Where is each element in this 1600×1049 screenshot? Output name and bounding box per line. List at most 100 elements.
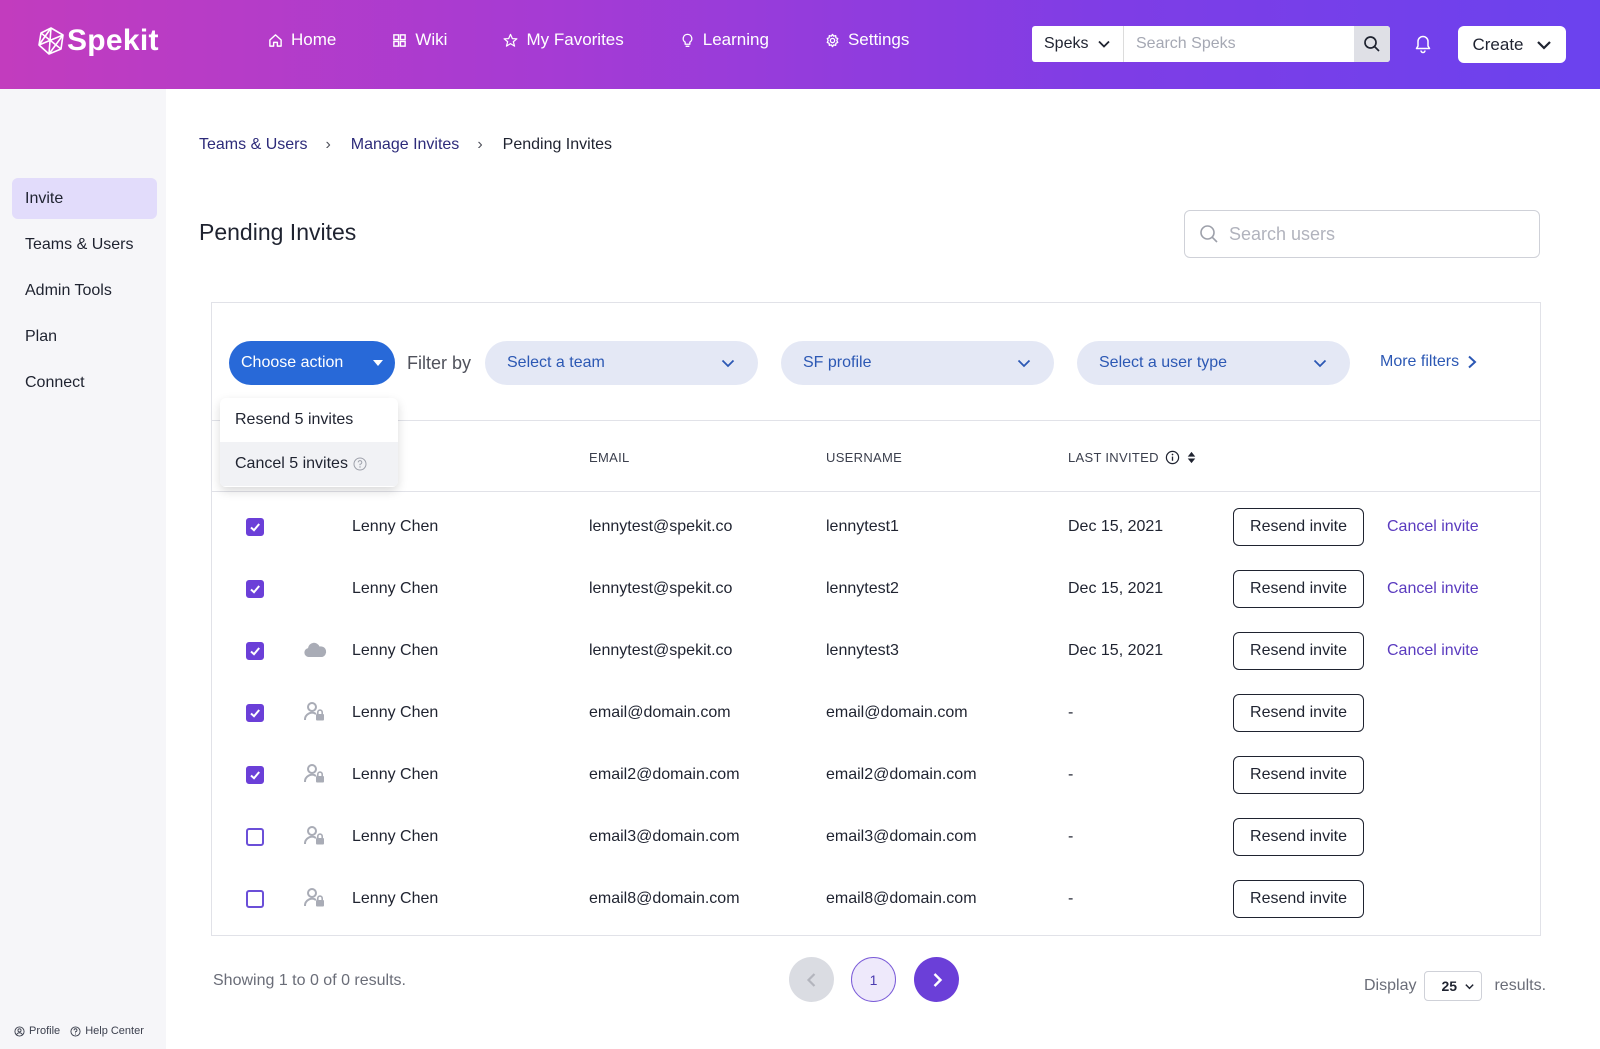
cancel-invite-link[interactable]: Cancel invite (1387, 642, 1479, 659)
table-row: Lenny Chen email3@domain.com email3@domain… (212, 806, 1540, 868)
choose-action-button[interactable]: Choose action (229, 341, 395, 385)
row-email: email@domain.com (589, 704, 731, 721)
search-button[interactable] (1354, 26, 1390, 62)
sidebar-item-plan[interactable]: Plan (12, 316, 157, 357)
nav-my-favorites[interactable]: My Favorites (503, 30, 624, 50)
table-header-divider (212, 491, 1540, 492)
caret-down-icon (373, 360, 383, 366)
nav-home[interactable]: Home (268, 30, 336, 50)
create-button-label: Create (1472, 34, 1524, 54)
more-filters-label: More filters (1380, 353, 1460, 370)
sidebar-item-connect[interactable]: Connect (12, 362, 157, 403)
row-username: lennytest1 (826, 518, 899, 535)
more-filters-link[interactable]: More filters (1380, 353, 1479, 371)
menu-item-cancel-invites[interactable]: Cancel 5 invites (220, 442, 398, 486)
row-checkbox[interactable] (246, 518, 264, 536)
row-last-invited: - (1068, 828, 1074, 845)
row-last-invited: - (1068, 890, 1074, 907)
cancel-invite-link[interactable]: Cancel invite (1387, 580, 1479, 597)
help-center-link-label: Help Center (85, 1025, 144, 1037)
row-checkbox[interactable] (246, 828, 264, 846)
user-type-filter-value: Select a user type (1099, 354, 1228, 371)
row-checkbox[interactable] (246, 642, 264, 660)
nav-wiki-label: Wiki (415, 30, 448, 49)
nav-settings[interactable]: Settings (825, 30, 909, 50)
team-filter-select[interactable]: Select a team (485, 341, 758, 385)
chevron-left-icon (806, 972, 815, 987)
chevron-right-icon (933, 972, 942, 987)
resend-invite-button[interactable]: Resend invite (1233, 880, 1364, 918)
question-circle-icon (70, 1025, 81, 1037)
resend-invite-button[interactable]: Resend invite (1233, 508, 1364, 546)
user-lock-icon (304, 764, 324, 783)
nav-settings-label: Settings (847, 30, 910, 49)
row-checkbox[interactable] (246, 766, 264, 784)
sidebar-item-invite[interactable]: Invite (12, 178, 157, 219)
breadcrumb: Teams & Users › Manage Invites › Pending… (199, 136, 612, 154)
sf-profile-filter-select[interactable]: SF profile (781, 341, 1054, 385)
nav-wiki[interactable]: Wiki (392, 30, 447, 50)
help-center-link[interactable]: Help Center (70, 1025, 144, 1037)
resend-invite-button[interactable]: Resend invite (1233, 570, 1364, 608)
breadcrumb-teams-users[interactable]: Teams & Users (199, 136, 308, 153)
table-row: Lenny Chen email2@domain.com email2@domain… (212, 744, 1540, 806)
column-header-username: USERNAME (826, 450, 903, 465)
question-circle-icon[interactable] (353, 457, 367, 471)
cancel-invite-link[interactable]: Cancel invite (1387, 518, 1479, 535)
chevron-down-icon (1313, 359, 1327, 368)
page-number-button[interactable]: 1 (851, 957, 896, 1002)
sidebar-item-admin-tools[interactable]: Admin Tools (12, 270, 157, 311)
search-users-input[interactable] (1229, 223, 1529, 245)
search-icon (1364, 36, 1380, 52)
row-name: Lenny Chen (352, 704, 439, 721)
search-speks-input[interactable] (1124, 26, 1354, 62)
sidebar-item-label: Connect (25, 373, 85, 391)
row-last-invited: Dec 15, 2021 (1068, 518, 1164, 535)
next-page-button[interactable] (914, 957, 959, 1002)
sidebar-item-teams-users[interactable]: Teams & Users (12, 224, 157, 265)
row-checkbox[interactable] (246, 890, 264, 908)
row-name: Lenny Chen (352, 828, 439, 845)
row-username: lennytest2 (826, 580, 899, 597)
chevron-down-icon (1017, 359, 1031, 368)
user-lock-icon (304, 702, 324, 721)
resend-invite-button[interactable]: Resend invite (1233, 694, 1364, 732)
page-size-select[interactable]: 25 (1424, 971, 1483, 1001)
sort-icon[interactable] (1184, 450, 1199, 465)
info-icon[interactable] (1165, 450, 1180, 465)
row-checkbox[interactable] (246, 704, 264, 722)
nav-learning[interactable]: Learning (680, 30, 769, 50)
logo-text: Spekit (67, 24, 159, 57)
breadcrumb-manage-invites[interactable]: Manage Invites (350, 136, 460, 153)
toolbar-divider (212, 420, 1540, 421)
sidebar-item-label: Admin Tools (25, 281, 112, 299)
profile-link[interactable]: Profile (14, 1025, 60, 1037)
resend-invite-button[interactable]: Resend invite (1233, 632, 1364, 670)
scope-select[interactable]: Speks (1032, 26, 1124, 62)
create-button[interactable]: Create (1458, 26, 1566, 63)
user-type-filter-select[interactable]: Select a user type (1077, 341, 1350, 385)
row-checkbox[interactable] (246, 580, 264, 598)
nav-home-label: Home (291, 30, 337, 49)
spekit-logo-icon (38, 27, 64, 55)
previous-page-button[interactable] (789, 957, 834, 1002)
page-size-value: 25 (1441, 978, 1458, 994)
filter-by-label: Filter by (407, 353, 472, 373)
breadcrumb-separator: › (325, 136, 331, 153)
menu-item-resend-invites[interactable]: Resend 5 invites (220, 398, 398, 442)
page-title: Pending Invites (199, 219, 357, 245)
column-header-last-invited[interactable]: LAST INVITED (1068, 450, 1199, 465)
chevron-down-icon (1098, 40, 1110, 48)
row-email: lennytest@spekit.co (589, 518, 733, 535)
table-row: Lenny Chen lennytest@spekit.co lennytest1 D… (212, 496, 1540, 558)
chevron-down-icon (1465, 983, 1475, 989)
checkmark-icon (250, 709, 260, 718)
resend-invite-button[interactable]: Resend invite (1233, 756, 1364, 794)
row-username: email3@domain.com (826, 828, 977, 845)
bell-icon[interactable] (1413, 34, 1433, 54)
sidebar-item-label: Teams & Users (25, 235, 134, 253)
spekit-logo[interactable]: Spekit (36, 24, 159, 58)
nav-learning-label: Learning (702, 30, 769, 49)
resend-invite-button[interactable]: Resend invite (1233, 818, 1364, 856)
row-username: email@domain.com (826, 704, 968, 721)
